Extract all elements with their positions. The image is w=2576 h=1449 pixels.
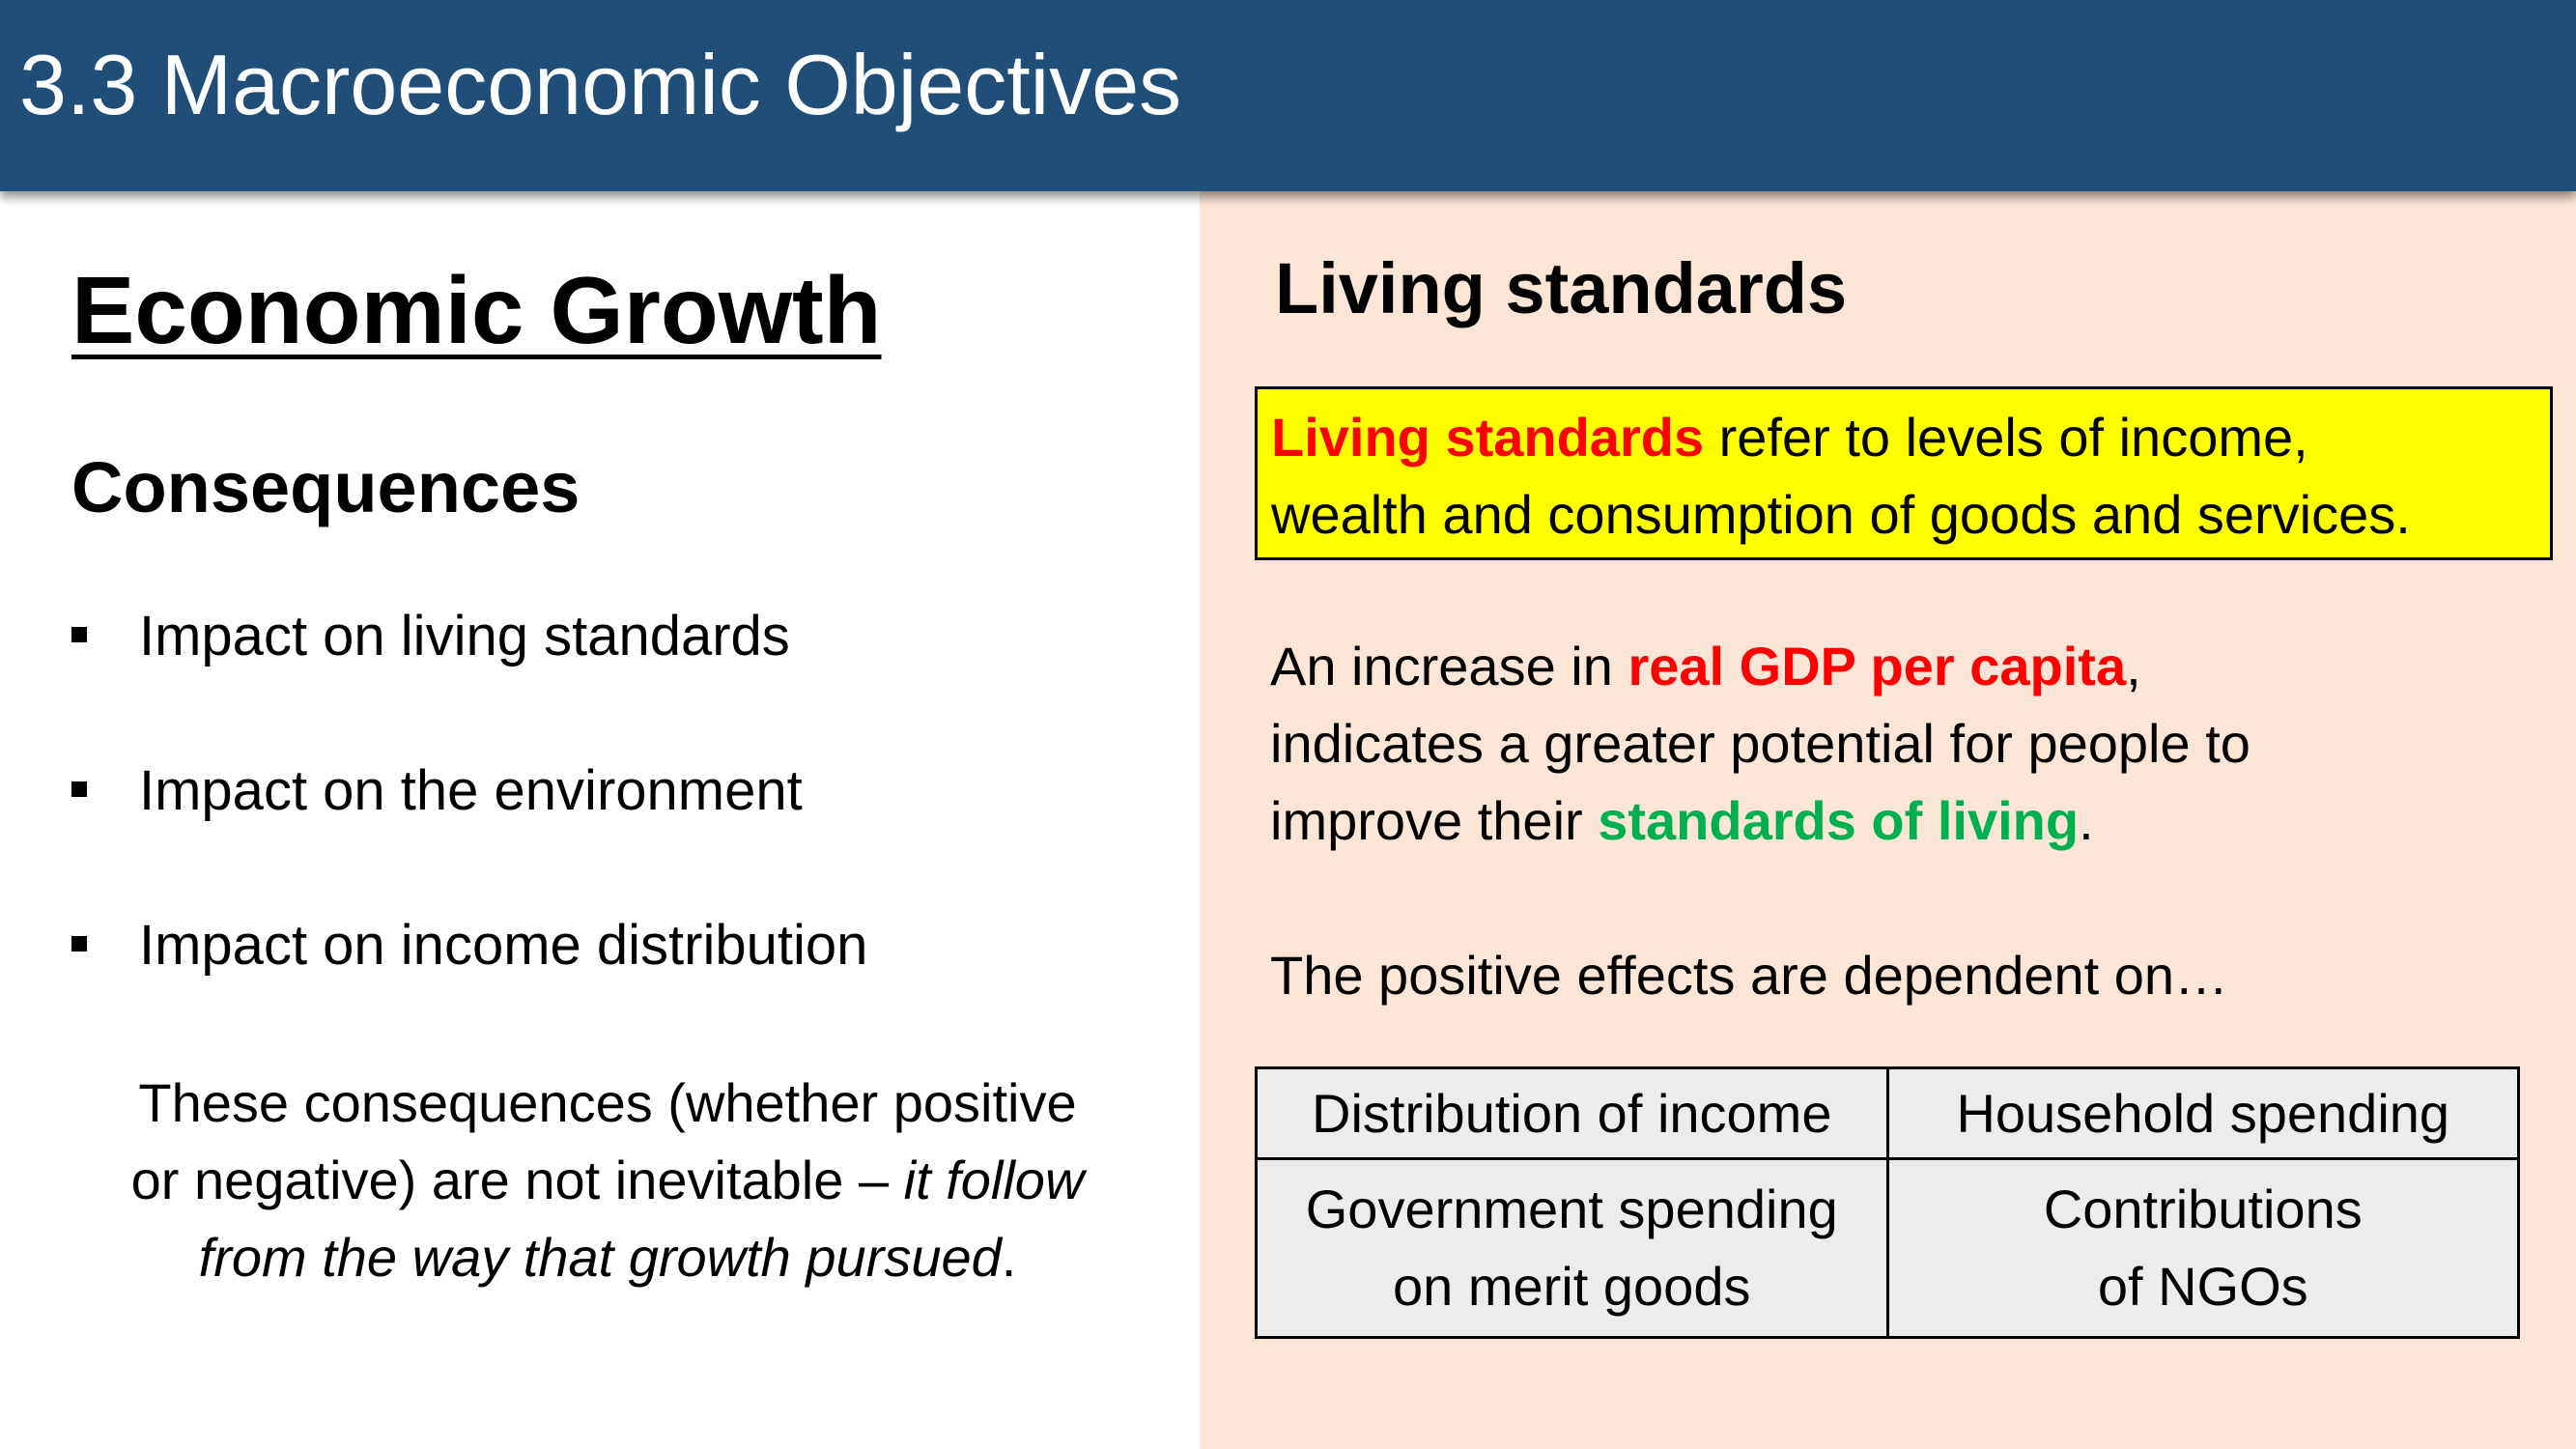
gdp-paragraph: An increase in real GDP per capita, indi…: [1270, 628, 2555, 860]
slide-header: 3.3 Macroeconomic Objectives: [0, 0, 2576, 191]
table-cell: Household spending: [1885, 1065, 2520, 1161]
consequences-note: These consequences (whether positive or …: [71, 1065, 1144, 1296]
list-item-text: Impact on living standards: [139, 605, 790, 668]
paragraph-text: ,: [2126, 636, 2141, 696]
note-line: from the way that growth pursued.: [71, 1219, 1144, 1296]
table-cell: Distribution of income: [1255, 1065, 1889, 1161]
dependent-intro: The positive effects are dependent on…: [1270, 945, 2229, 1006]
definition-line: wealth and consumption of goods and serv…: [1271, 484, 2411, 545]
paragraph-text: An increase in: [1270, 636, 1628, 696]
list-item: Impact on living standards: [71, 609, 790, 665]
definition-term: Living standards: [1271, 407, 1705, 468]
table-row: Distribution of income Household spendin…: [1255, 1065, 2520, 1161]
list-item: Impact on income distribution: [71, 918, 867, 974]
cell-line: Contributions: [2043, 1179, 2363, 1240]
table-row: Government spending on merit goods Contri…: [1255, 1157, 2520, 1339]
highlight-gdp: real GDP per capita: [1628, 636, 2127, 696]
note-text: .: [1001, 1227, 1017, 1288]
note-line: or negative) are not inevitable – it fol…: [71, 1142, 1144, 1219]
section-title: Economic Growth: [71, 257, 882, 363]
square-bullet-icon: [71, 626, 87, 642]
cell-line: on merit goods: [1393, 1256, 1751, 1318]
section-subtitle: Consequences: [71, 447, 580, 527]
paragraph-text: improve their: [1270, 790, 1599, 851]
definition-line: Living standards refer to levels of inco…: [1271, 399, 2536, 476]
note-line: These consequences (whether positive: [138, 1072, 1077, 1133]
square-bullet-icon: [71, 935, 87, 952]
note-text: or negative) are not inevitable –: [130, 1150, 904, 1210]
square-bullet-icon: [71, 781, 87, 797]
definition-text: refer to levels of income,: [1704, 407, 2308, 468]
paragraph-text: .: [2079, 790, 2094, 851]
highlight-standards: standards of living: [1598, 790, 2080, 851]
note-italic: it follow: [903, 1150, 1085, 1210]
definition-box: Living standards refer to levels of inco…: [1255, 386, 2553, 560]
panel-title: Living standards: [1275, 248, 1848, 328]
table-cell: Contributions of NGOs: [1885, 1157, 2520, 1339]
cell-line: of NGOs: [2097, 1256, 2308, 1318]
slide-title: 3.3 Macroeconomic Objectives: [19, 37, 1182, 132]
list-item-text: Impact on income distribution: [139, 914, 868, 977]
list-item-text: Impact on the environment: [139, 759, 803, 822]
paragraph-line: An increase in real GDP per capita,: [1270, 628, 2555, 705]
cell-line: Government spending: [1305, 1179, 1838, 1240]
list-item: Impact on the environment: [71, 763, 803, 819]
paragraph-line: indicates a greater potential for people…: [1270, 713, 2250, 774]
dependencies-table: Distribution of income Household spendin…: [1255, 1065, 2520, 1339]
note-italic: from the way that growth pursued: [198, 1227, 1002, 1288]
table-cell: Government spending on merit goods: [1255, 1157, 1889, 1339]
paragraph-line: improve their standards of living.: [1270, 782, 2555, 860]
